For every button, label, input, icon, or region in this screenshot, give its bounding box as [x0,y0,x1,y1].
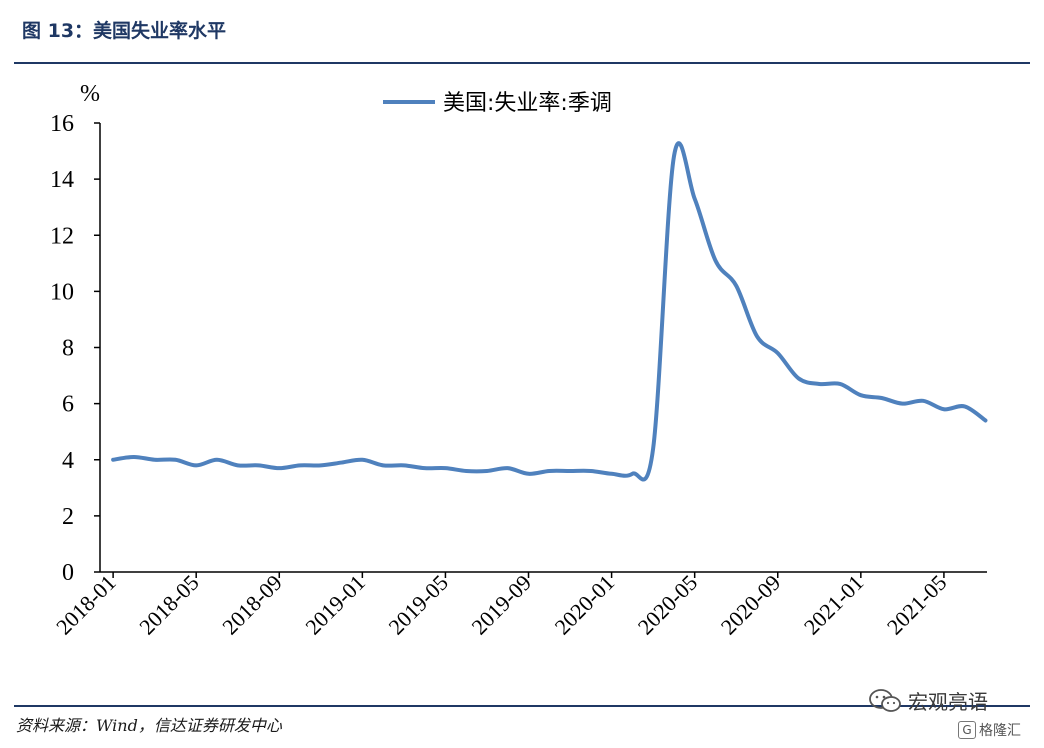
watermark: 宏观亮语 [868,686,988,715]
x-tick-label: 2021-01 [799,570,869,640]
x-tick-label: 2020-05 [633,570,703,640]
chart-series [111,141,988,482]
x-tick-label: 2018-09 [217,570,287,640]
brand-logo-icon: G [958,721,976,739]
series-line [111,141,988,482]
chart-axes: % [80,81,987,573]
top-rule [14,62,1030,64]
y-tick-label: 16 [50,111,74,137]
brand-watermark: G 格隆汇 [958,720,1021,740]
x-tick-label: 2021-05 [882,570,952,640]
x-tick-label: 2019-09 [467,570,537,640]
x-tick-label: 2020-01 [550,570,620,640]
y-tick-label: 4 [62,448,74,474]
y-axis-ticks: 0 2 4 6 8 10 12 14 16 [50,111,100,586]
y-tick-label: 0 [62,560,74,586]
x-tick-label: 2019-05 [383,570,453,640]
x-axis-ticks: 2018-01 2018-05 2018-09 2019-01 2019-05 2019-… [51,570,951,640]
wechat-chat-icon [869,688,901,712]
bottom-rule [14,705,1030,707]
figure-title: 图 13：美国失业率水平 [22,20,227,42]
watermark-name: 宏观亮语 [908,690,988,714]
y-tick-label: 6 [62,392,74,418]
y-tick-label: 12 [50,223,74,249]
legend-label: 美国:失业率:季调 [443,91,612,116]
y-tick-label: 10 [50,279,74,305]
brand-name: 格隆汇 [979,723,1021,739]
y-unit-label: % [80,81,100,107]
y-tick-label: 14 [50,167,74,193]
y-tick-label: 2 [62,504,74,530]
x-tick-label: 2019-01 [300,570,370,640]
x-tick-label: 2018-05 [134,570,204,640]
source-note: 资料来源：Wind，信达证券研发中心 [16,716,282,735]
y-tick-label: 8 [62,336,74,362]
x-tick-label: 2020-09 [716,570,786,640]
chart-legend: 美国:失业率:季调 [383,91,612,116]
